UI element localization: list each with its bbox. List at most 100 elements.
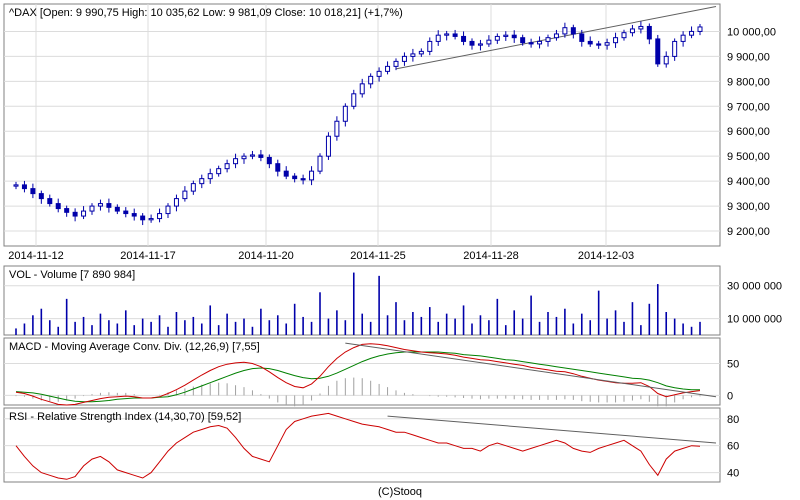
price-y-tick: 10 000,00 [727, 26, 776, 38]
candle-body [562, 27, 568, 35]
candle-body [266, 156, 272, 165]
candle-body [553, 33, 559, 39]
candle-body [545, 37, 551, 42]
macd-line [15, 343, 701, 406]
price-panel: 9 200,00 9 300,00 9 400,00 9 500,00 9 600,00… [3, 3, 776, 262]
candle-body [216, 168, 222, 175]
candle-body [461, 35, 467, 42]
price-y-tick: 9 400,00 [727, 176, 770, 188]
price-title: ^DAX [Open: 9 990,75 High: 10 035,62 Low… [9, 7, 403, 19]
candle-body [325, 135, 331, 157]
candle-body [165, 205, 171, 215]
rsi-y-tick: 40 [727, 468, 739, 480]
candle-body [275, 163, 281, 172]
candle-body [520, 37, 526, 44]
candle-body [351, 93, 357, 107]
price-x-tick: 2014-11-20 [238, 250, 293, 262]
candle-body [114, 206, 120, 212]
candle-body [646, 25, 652, 40]
candle-body [199, 178, 205, 185]
price-y-tick: 9 500,00 [727, 151, 770, 163]
candle-body [393, 60, 399, 67]
macd-signal-line [15, 351, 700, 403]
candle-body [579, 33, 585, 42]
price-y-tick: 9 600,00 [727, 126, 770, 138]
candle-body [444, 33, 450, 36]
candle-body [697, 26, 703, 32]
candle-body [233, 158, 239, 165]
candle-body [258, 154, 264, 158]
candle-body [47, 198, 53, 205]
candle-body [410, 53, 416, 57]
candle-body [596, 43, 602, 46]
candle-body [148, 218, 154, 221]
candle-body [72, 211, 78, 217]
rsi-trendline [387, 415, 717, 444]
price-x-tick: 2014-12-03 [578, 250, 634, 262]
candle-body [613, 37, 619, 44]
candle-body [190, 183, 196, 192]
candle-body [224, 163, 230, 170]
candle-body [511, 34, 517, 39]
candle-body [241, 155, 247, 160]
candle-body [486, 39, 492, 45]
price-y-tick: 9 900,00 [727, 51, 770, 63]
candle-body [182, 190, 188, 200]
candle-body [123, 210, 129, 215]
candle-body [629, 28, 635, 34]
candle-body [106, 203, 112, 208]
candle-body [655, 38, 661, 65]
price-y-tick: 9 200,00 [727, 226, 770, 238]
candle-body [376, 70, 382, 77]
candle-body [283, 170, 289, 177]
candle-body [663, 55, 669, 65]
candle-body [359, 83, 365, 95]
candle-body [672, 40, 678, 57]
rsi-frame [3, 407, 721, 483]
candle-body [317, 155, 323, 172]
macd-title: MACD - Moving Average Conv. Div. (12,26,… [9, 341, 260, 353]
candle-body [537, 40, 543, 45]
copyright-footer: (C)Stooq [377, 486, 423, 498]
price-y-tick: 9 700,00 [727, 101, 770, 113]
candle-body [435, 34, 441, 42]
candle-body [81, 210, 87, 217]
price-x-tick: 2014-11-12 [8, 250, 63, 262]
volume-y-tick: 30 000 000 [727, 281, 782, 293]
macd-y-tick: 0 [727, 390, 733, 402]
candle-body [368, 75, 374, 85]
price-x-tick: 2014-11-17 [120, 250, 175, 262]
candle-body [334, 120, 340, 137]
candle-body [385, 65, 391, 72]
candle-body [38, 193, 44, 200]
candle-body [638, 25, 644, 30]
candle-body [469, 40, 475, 46]
macd-panel: 0 50 MACD - Moving Average Conv. Div. (12,… [3, 337, 739, 407]
candle-body [64, 208, 70, 213]
candle-body [587, 40, 593, 45]
candle-body [30, 188, 36, 195]
candle-body [13, 184, 19, 187]
price-y-tick: 9 300,00 [727, 201, 770, 213]
candle-body [342, 105, 348, 122]
price-x-tick: 2014-11-25 [350, 250, 405, 262]
macd-y-tick: 50 [727, 359, 739, 371]
rsi-panel: 40 60 80 RSI - Relative Strength Index (14,… [3, 407, 739, 483]
rsi-y-tick: 80 [727, 414, 739, 426]
volume-title: VOL - Volume [7 890 984] [9, 269, 135, 281]
price-x-tick: 2014-11-28 [463, 250, 518, 262]
chart-canvas: 9 200,00 9 300,00 9 400,00 9 500,00 9 600,00… [3, 3, 782, 483]
candle-body [173, 198, 179, 207]
candle-body [621, 32, 627, 39]
candle-body [55, 203, 61, 210]
rsi-y-tick: 60 [727, 441, 739, 453]
candle-body [680, 34, 686, 42]
candle-body [570, 27, 576, 35]
candle-body [21, 184, 27, 190]
candle-body [418, 50, 424, 55]
candle-body [494, 35, 500, 41]
volume-panel: 10 000 000 30 000 000 VOL - Volume [7 890 … [3, 265, 782, 336]
candle-body [689, 30, 695, 36]
candle-body [97, 203, 103, 207]
